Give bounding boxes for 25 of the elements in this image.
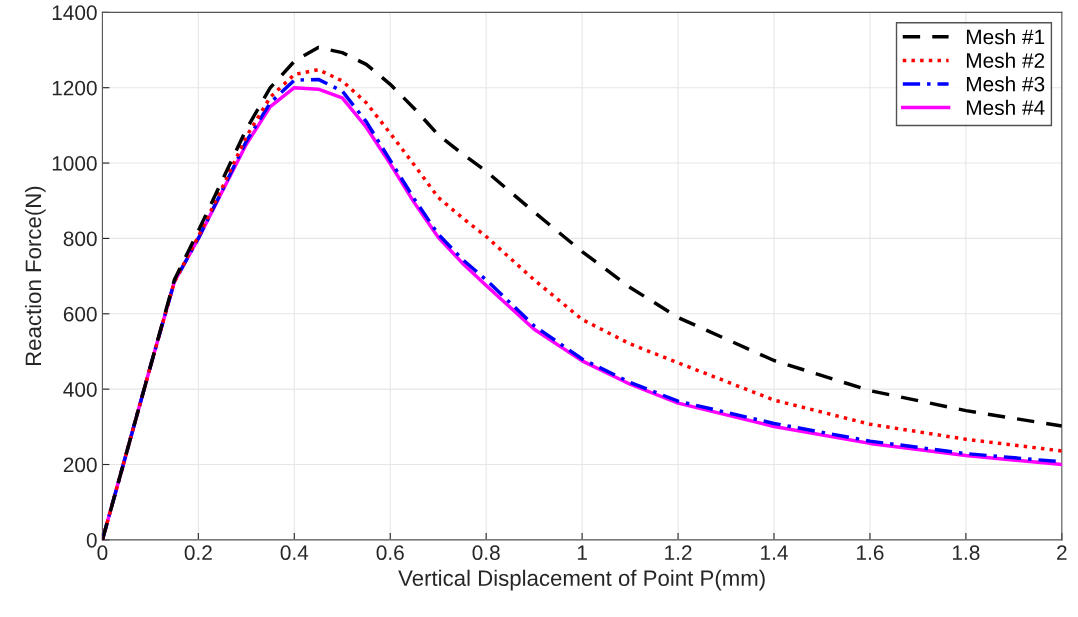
legend-label: Mesh #4 [966,99,1045,116]
y-tick-label: 1200 [52,80,97,96]
x-tick-label: 0.2 [184,545,212,561]
x-tick-label: 0 [97,545,108,561]
x-axis-title: Vertical Displacement of Point P(mm) [398,569,765,591]
y-tick-label: 800 [63,231,97,247]
x-tick-label: 1.4 [761,545,788,560]
x-tick-label: 1 [577,545,587,560]
y-tick-label: 400 [63,382,97,397]
x-tick-label: 0.4 [280,545,309,561]
legend-label: Mesh #1 [966,29,1045,45]
y-axis-title: Reaction Force(N) [24,186,46,366]
x-tick-label: 2 [1057,545,1067,560]
y-tick-label: 200 [63,457,97,473]
legend-label: Mesh #3 [966,76,1045,92]
x-tick-label: 0.8 [472,545,500,561]
y-tick-label: 1000 [52,156,97,171]
x-tick-label: 1.6 [857,545,884,561]
y-tick-label: 0 [86,532,97,548]
legend-label: Mesh #2 [966,52,1045,68]
x-tick-label: 1.8 [953,545,980,561]
y-tick-label: 600 [63,306,97,322]
x-tick-label: 1.2 [665,545,692,560]
x-tick-label: 0.6 [376,545,404,561]
y-tick-label: 1400 [52,5,97,21]
